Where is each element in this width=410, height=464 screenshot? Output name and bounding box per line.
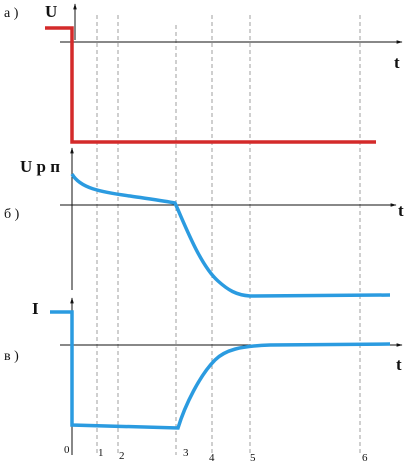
time-label: 3	[183, 447, 189, 459]
time-label: 5	[250, 452, 256, 464]
time-markers	[96, 15, 361, 455]
axis-label: I	[32, 299, 39, 318]
axis-label: t	[398, 201, 404, 220]
axis-label: U р п	[20, 157, 60, 176]
relay-voltage-curve	[70, 173, 391, 298]
time-labels: 0 1 2 3 4 5 6	[64, 444, 368, 464]
panel-label: б )	[4, 207, 20, 222]
panel-b: U р п б ) t	[4, 147, 404, 298]
time-label: 1	[98, 447, 104, 459]
axis-label: U	[45, 2, 57, 21]
panel-a: а ) U t	[4, 2, 403, 144]
panel-label: в )	[4, 349, 19, 364]
current-curve	[50, 310, 391, 430]
panel-label: а )	[4, 6, 19, 21]
time-label: 0	[64, 444, 70, 456]
voltage-curve	[45, 26, 376, 144]
axis-label: t	[396, 355, 402, 374]
axis-label: t	[394, 53, 400, 72]
time-label: 4	[209, 452, 215, 464]
time-label: 2	[119, 450, 125, 462]
panel-c: I в ) t	[4, 297, 403, 455]
time-label: 6	[362, 452, 368, 464]
